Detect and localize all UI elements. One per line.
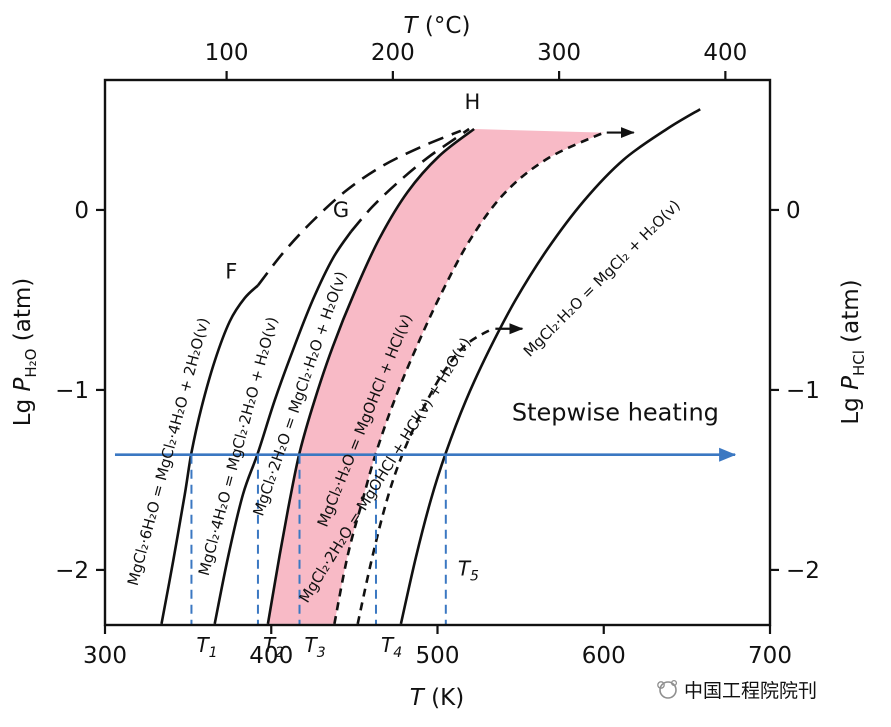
curve-label-0: MgCl₂·6H₂O = MgCl₂·4H₂O + 2H₂O(v) — [124, 316, 213, 588]
journal-logo-icon — [657, 679, 678, 699]
curve-label-1: MgCl₂·4H₂O = MgCl₂·2H₂O + H₂O(v) — [195, 315, 281, 578]
bottom-tick-label: 400 — [249, 643, 293, 669]
curve-mgcl2-6h2o-dehydration — [160, 284, 259, 625]
right-tick-label: 0 — [786, 198, 801, 224]
curve-mgcl2-4h2o-metastable-ext — [350, 127, 470, 233]
bottom-tick-label: 700 — [748, 643, 792, 669]
t1-marker-label: T1 — [196, 633, 217, 661]
left-tick-label: −2 — [55, 558, 89, 584]
reactive-operating-region — [267, 129, 604, 624]
top-axis-title: T (°C) — [404, 13, 471, 39]
curve-mgcl2-2h2o-hydrolysis — [356, 327, 494, 625]
curve-mgcl2-4h2o-dehydration — [213, 230, 353, 625]
left-tick-label: 0 — [74, 198, 89, 224]
point-label-f: F — [225, 259, 237, 283]
curve-mgcl2-h2o-hydrolysis — [333, 131, 605, 625]
bottom-axis-title: T (K) — [410, 685, 464, 711]
top-tick-label: 100 — [205, 40, 249, 66]
left-axis-title: Lg PH₂O (atm) — [10, 278, 40, 427]
journal-watermark: 中国工程院院刊 — [657, 679, 817, 702]
stepwise-heating-label: Stepwise heating — [512, 399, 719, 427]
bottom-tick-label: 500 — [416, 643, 460, 669]
right-tick-label: −2 — [786, 558, 820, 584]
bottom-tick-label: 300 — [83, 643, 127, 669]
left-tick-label: −1 — [55, 378, 89, 404]
top-tick-label: 400 — [703, 40, 747, 66]
right-tick-label: −1 — [786, 378, 820, 404]
point-label-h: H — [465, 90, 481, 114]
t5-marker-label: T5 — [458, 556, 479, 584]
t2-marker-label: T2 — [263, 633, 284, 661]
top-tick-label: 300 — [537, 40, 581, 66]
t3-marker-label: T3 — [305, 633, 326, 661]
t4-marker-label: T4 — [381, 633, 402, 661]
curve-mgcl2-2h2o-dehydration — [266, 127, 475, 625]
curve-mgcl2-6h2o-metastable-ext — [256, 129, 462, 287]
journal-watermark-text: 中国工程院院刊 — [684, 680, 817, 702]
curve-label-5: MgCl₂·H₂O = MgCl₂ + H₂O(v) — [520, 196, 684, 360]
point-label-g: G — [333, 198, 349, 222]
bottom-tick-label: 600 — [582, 643, 626, 669]
top-tick-label: 200 — [371, 40, 415, 66]
right-axis-title: Lg PHCl (atm) — [838, 279, 868, 424]
